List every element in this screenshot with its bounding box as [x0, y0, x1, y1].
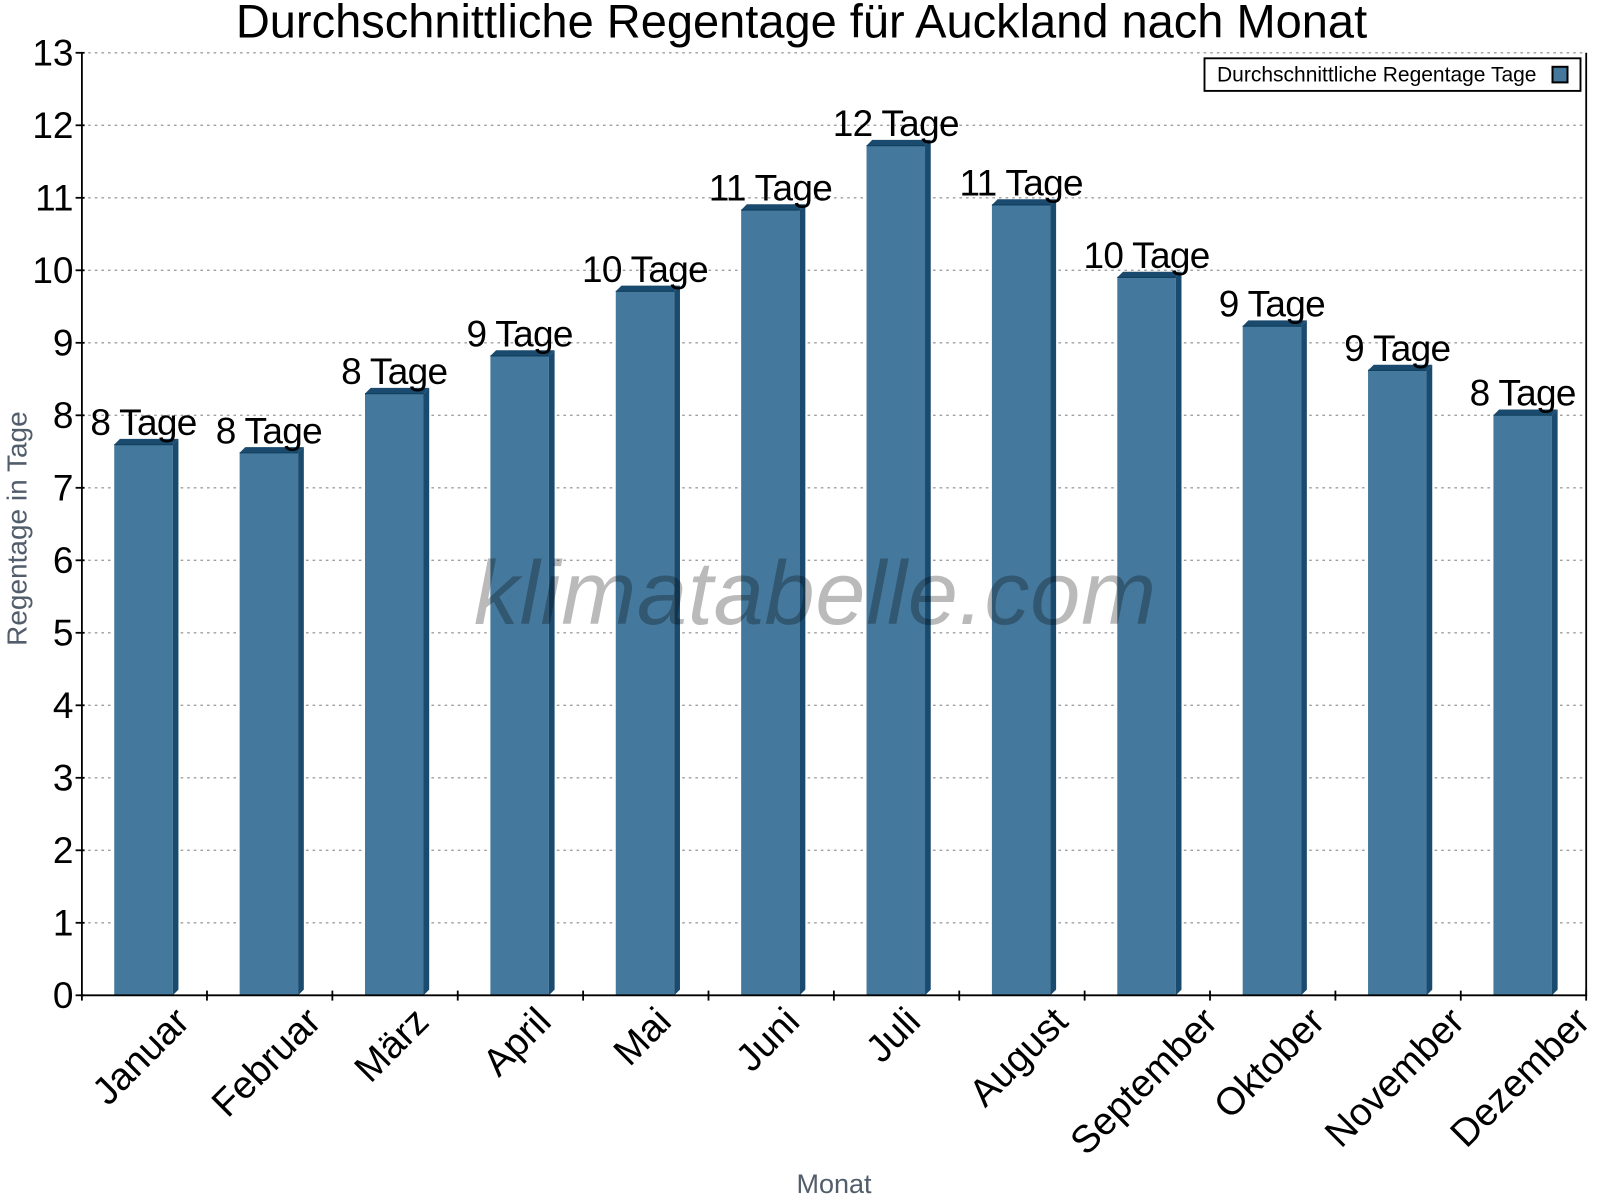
svg-text:8 Tage: 8 Tage	[216, 410, 322, 451]
svg-text:6: 6	[53, 540, 74, 581]
svg-text:10 Tage: 10 Tage	[582, 249, 708, 290]
svg-text:8: 8	[53, 395, 74, 436]
svg-text:11 Tage: 11 Tage	[709, 168, 832, 209]
svg-text:4: 4	[53, 685, 74, 726]
svg-text:10: 10	[32, 250, 73, 291]
svg-text:7: 7	[53, 468, 74, 509]
svg-text:2: 2	[53, 830, 74, 871]
svg-text:Durchschnittliche Regentage fü: Durchschnittliche Regentage für Auckland…	[236, 0, 1367, 48]
svg-text:Monat: Monat	[796, 1169, 872, 1199]
svg-text:9: 9	[53, 323, 74, 364]
svg-text:8 Tage: 8 Tage	[341, 351, 447, 392]
svg-text:8 Tage: 8 Tage	[1470, 373, 1576, 414]
svg-text:Durchschnittliche Regentage Ta: Durchschnittliche Regentage Tage	[1217, 63, 1536, 86]
svg-text:10 Tage: 10 Tage	[1083, 235, 1209, 276]
svg-text:Regentage in Tage: Regentage in Tage	[2, 411, 33, 646]
svg-text:0: 0	[53, 975, 74, 1016]
svg-text:3: 3	[53, 758, 74, 799]
svg-text:5: 5	[53, 613, 74, 654]
svg-text:12: 12	[32, 105, 73, 146]
svg-text:9 Tage: 9 Tage	[1219, 284, 1325, 325]
svg-text:1: 1	[53, 903, 74, 944]
svg-text:13: 13	[32, 33, 73, 74]
svg-text:11: 11	[35, 178, 73, 219]
svg-text:klimatabelle.com: klimatabelle.com	[474, 544, 1157, 644]
svg-text:9 Tage: 9 Tage	[467, 313, 573, 354]
svg-text:8 Tage: 8 Tage	[90, 402, 196, 443]
svg-text:9 Tage: 9 Tage	[1344, 328, 1450, 369]
svg-text:11 Tage: 11 Tage	[959, 162, 1082, 203]
svg-text:12 Tage: 12 Tage	[833, 103, 959, 144]
